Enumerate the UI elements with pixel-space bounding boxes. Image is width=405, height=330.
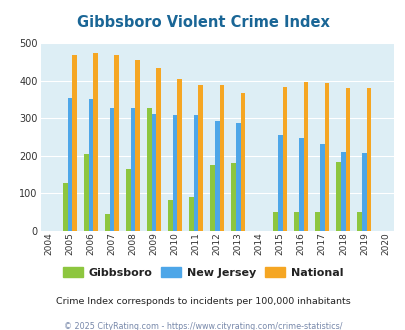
Bar — [277, 135, 282, 231]
Bar — [231, 163, 235, 231]
Bar — [294, 212, 298, 231]
Bar — [240, 93, 245, 231]
Text: Gibbsboro Violent Crime Index: Gibbsboro Violent Crime Index — [77, 15, 328, 30]
Bar — [303, 82, 307, 231]
Bar — [298, 138, 303, 231]
Bar — [198, 85, 202, 231]
Bar — [147, 108, 151, 231]
Bar — [93, 53, 98, 231]
Bar — [210, 165, 214, 231]
Bar — [109, 108, 114, 231]
Bar — [151, 114, 156, 231]
Bar — [156, 69, 161, 231]
Legend: Gibbsboro, New Jersey, National: Gibbsboro, New Jersey, National — [58, 263, 347, 282]
Bar — [273, 212, 277, 231]
Bar — [72, 54, 77, 231]
Bar — [219, 85, 224, 231]
Bar — [68, 98, 72, 231]
Bar — [315, 212, 319, 231]
Bar — [340, 152, 345, 231]
Bar — [168, 200, 173, 231]
Bar — [282, 87, 286, 231]
Bar — [177, 79, 182, 231]
Bar — [89, 99, 93, 231]
Bar — [84, 154, 89, 231]
Bar — [194, 115, 198, 231]
Text: © 2025 CityRating.com - https://www.cityrating.com/crime-statistics/: © 2025 CityRating.com - https://www.city… — [64, 322, 341, 330]
Bar — [361, 153, 366, 231]
Bar — [173, 115, 177, 231]
Bar — [63, 183, 68, 231]
Bar — [114, 55, 119, 231]
Bar — [130, 108, 135, 231]
Bar — [214, 121, 219, 231]
Text: Crime Index corresponds to incidents per 100,000 inhabitants: Crime Index corresponds to incidents per… — [55, 297, 350, 306]
Bar — [135, 60, 140, 231]
Bar — [189, 197, 194, 231]
Bar — [356, 212, 361, 231]
Bar — [366, 88, 371, 231]
Bar — [345, 88, 350, 231]
Bar — [105, 214, 109, 231]
Bar — [336, 162, 340, 231]
Bar — [319, 144, 324, 231]
Bar — [324, 83, 328, 231]
Bar — [235, 123, 240, 231]
Bar — [126, 169, 130, 231]
